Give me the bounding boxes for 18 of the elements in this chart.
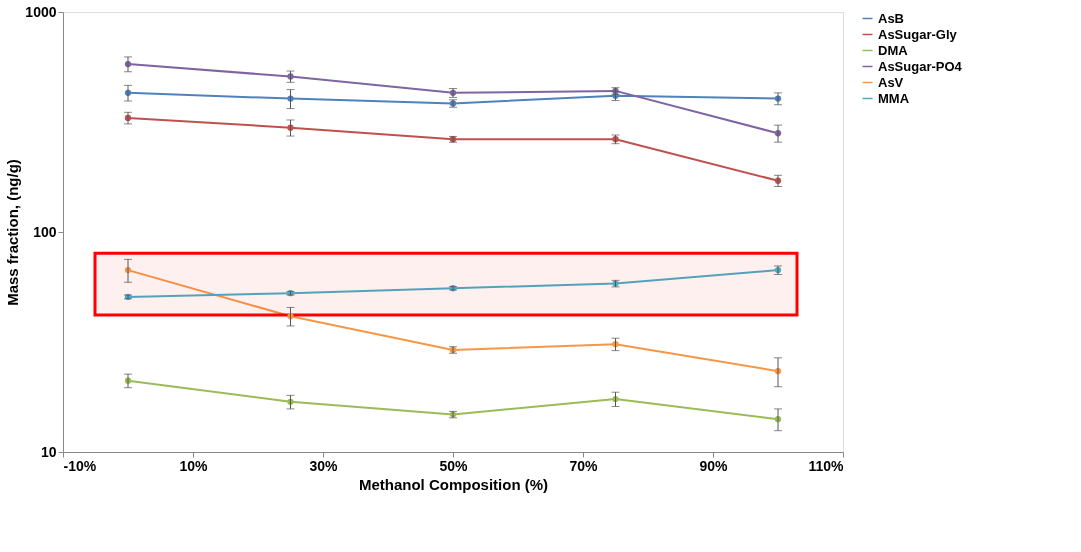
legend-label: AsSugar-Gly <box>878 26 958 42</box>
x-tick-label: 90% <box>699 457 729 474</box>
x-tick-label: 30% <box>309 457 339 474</box>
x-tick-label: 110% <box>808 457 845 474</box>
x-tick-label: 10% <box>179 457 209 474</box>
legend-label: MMA <box>878 90 910 106</box>
y-tick-label: 100 <box>33 223 57 240</box>
y-tick-label: 10 <box>40 443 57 460</box>
y-tick-label: 1000 <box>25 3 57 20</box>
legend-label: DMA <box>878 42 909 58</box>
x-tick-label: 70% <box>569 457 599 474</box>
legend-label: AsSugar-PO4 <box>878 58 963 74</box>
legend-label: AsB <box>878 10 905 26</box>
x-axis-title: Methanol Composition (%) <box>358 475 549 493</box>
x-tick-label: -10% <box>63 457 97 474</box>
legend-label: AsV <box>878 74 904 90</box>
y-axis-title: Mass fraction, (ng/g) <box>4 159 22 306</box>
x-tick-label: 50% <box>439 457 469 474</box>
